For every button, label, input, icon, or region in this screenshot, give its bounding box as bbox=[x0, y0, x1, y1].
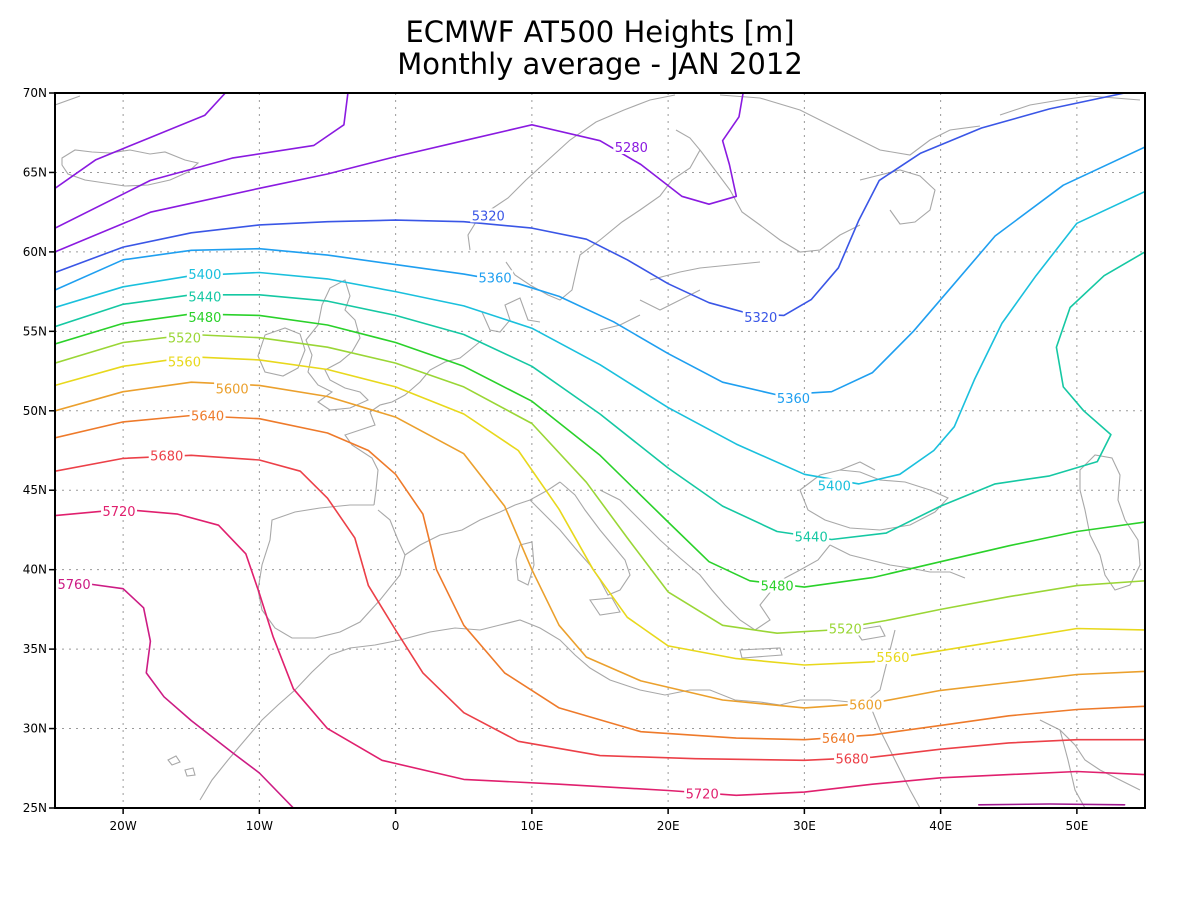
contour-label-5480: 5480 bbox=[761, 580, 794, 595]
contour-line-5520 bbox=[55, 333, 1145, 634]
lon-tick-label: 30E bbox=[793, 819, 816, 833]
contour-label-bg bbox=[775, 391, 812, 406]
contour-label-5600: 5600 bbox=[216, 383, 249, 398]
contour-line-5280 bbox=[55, 93, 227, 190]
contour-label-bg bbox=[166, 330, 203, 345]
lat-tick-label: 30N bbox=[23, 722, 47, 736]
contour-label-5360: 5360 bbox=[479, 271, 512, 286]
contour-label-bg bbox=[827, 621, 864, 636]
contour-label-bg bbox=[101, 503, 138, 518]
contour-label-5520: 5520 bbox=[168, 332, 201, 347]
contour-label-5560: 5560 bbox=[876, 651, 909, 666]
contour-line-5640 bbox=[55, 414, 1145, 741]
gridlines bbox=[55, 93, 1145, 808]
contour-line-5760 bbox=[88, 583, 295, 808]
contour-label-5600: 5600 bbox=[849, 699, 882, 714]
contour-line-5280 bbox=[55, 93, 349, 229]
lon-tick-label: 20E bbox=[657, 819, 680, 833]
contour-label-bg bbox=[148, 448, 185, 463]
contour-label-bg bbox=[214, 381, 251, 396]
contour-line-5800 bbox=[978, 803, 1126, 806]
lat-tick-label: 40N bbox=[23, 563, 47, 577]
contour-line-5400 bbox=[55, 190, 1145, 485]
contour-label-bg bbox=[793, 529, 830, 544]
contour-label-5320: 5320 bbox=[472, 209, 505, 224]
contour-label-5680: 5680 bbox=[150, 449, 183, 464]
contour-label-5640: 5640 bbox=[822, 732, 855, 747]
contour-label-5400: 5400 bbox=[188, 268, 221, 283]
contour-line-5680 bbox=[55, 454, 1145, 762]
contour-label-5480: 5480 bbox=[188, 311, 221, 326]
lon-tick-label: 50E bbox=[1065, 819, 1088, 833]
contour-label-bg bbox=[186, 310, 223, 325]
contour-label-5560: 5560 bbox=[168, 356, 201, 371]
contour-label-bg bbox=[684, 786, 721, 801]
contour-label-5440: 5440 bbox=[795, 530, 828, 545]
contour-label-bg bbox=[816, 478, 853, 493]
lon-tick-label: 0 bbox=[392, 819, 400, 833]
contour-label-5720: 5720 bbox=[102, 505, 135, 520]
map-frame bbox=[54, 92, 1146, 809]
axis-ticks: 20W 10W 0 10E 20E 30E 40E 50E 70N 65N 60N 55N 50N 45N… bbox=[23, 86, 1089, 833]
contour-label-5280: 5280 bbox=[615, 141, 648, 156]
contour-label-bg bbox=[189, 408, 226, 423]
lat-tick-label: 35N bbox=[23, 642, 47, 656]
contour-label-bg bbox=[742, 310, 779, 325]
contour-label-bg bbox=[613, 140, 650, 155]
contour-line-5320 bbox=[55, 93, 1126, 317]
contour-label-5320: 5320 bbox=[744, 311, 777, 326]
lat-tick-label: 50N bbox=[23, 404, 47, 418]
contour-labels: 5280 5320 5320 5360 5360 5400 5400 5440 5440 5480… bbox=[56, 140, 911, 803]
contour-label-bg bbox=[834, 751, 871, 766]
lat-tick-label: 70N bbox=[23, 86, 47, 100]
contour-label-bg bbox=[820, 731, 857, 746]
contour-label-5400: 5400 bbox=[818, 479, 851, 494]
title-line-2: Monthly average - JAN 2012 bbox=[397, 47, 803, 81]
contour-label-5360: 5360 bbox=[777, 392, 810, 407]
contour-label-bg bbox=[56, 576, 93, 591]
contour-label-bg bbox=[874, 650, 911, 665]
contour-label-bg bbox=[847, 697, 884, 712]
lat-tick-label: 45N bbox=[23, 483, 47, 497]
lat-tick-label: 65N bbox=[23, 165, 47, 179]
lon-tick-label: 40E bbox=[929, 819, 952, 833]
contour-line-5480 bbox=[55, 313, 1145, 588]
contour-line-5440 bbox=[55, 251, 1145, 541]
contour-line-5720 bbox=[55, 508, 1145, 797]
contour-label-5680: 5680 bbox=[836, 753, 869, 768]
contour-label-5720: 5720 bbox=[686, 788, 719, 803]
contour-label-bg bbox=[477, 270, 514, 285]
lon-tick-label: 20W bbox=[110, 819, 137, 833]
lat-tick-label: 60N bbox=[23, 245, 47, 259]
contour-label-bg bbox=[186, 289, 223, 304]
contour-label-bg bbox=[470, 208, 507, 223]
coastlines bbox=[55, 94, 1141, 808]
contour-label-bg bbox=[166, 354, 203, 369]
title-line-1: ECMWF AT500 Heights [m] bbox=[405, 15, 795, 49]
contour-lines bbox=[55, 93, 1145, 808]
contour-label-5520: 5520 bbox=[829, 622, 862, 637]
lat-tick-label: 25N bbox=[23, 801, 47, 815]
contour-label-5640: 5640 bbox=[191, 410, 224, 425]
lat-tick-label: 55N bbox=[23, 324, 47, 338]
contour-label-5440: 5440 bbox=[188, 290, 221, 305]
contour-line-5360 bbox=[55, 146, 1145, 396]
contour-line-5600 bbox=[55, 381, 1145, 709]
contour-label-bg bbox=[759, 578, 796, 593]
map-title: ECMWF AT500 Heights [m] Monthly average … bbox=[0, 16, 1200, 80]
contour-line-5560 bbox=[55, 356, 1145, 666]
contour-label-5760: 5760 bbox=[58, 578, 91, 593]
contour-label-bg bbox=[186, 267, 223, 282]
lon-tick-label: 10E bbox=[520, 819, 543, 833]
lon-tick-label: 10W bbox=[246, 819, 273, 833]
